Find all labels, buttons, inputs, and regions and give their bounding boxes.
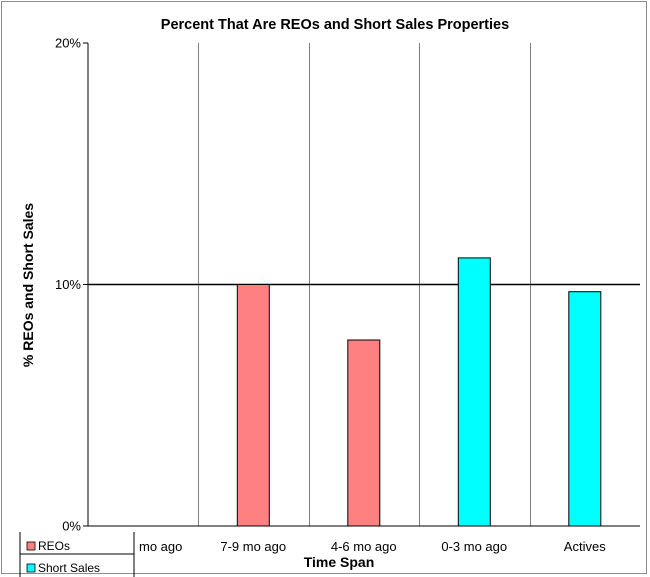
y-tick-label: 10% [55,277,81,292]
x-axis-title: Time Span [304,554,375,570]
legend-label-short-sales: Short Sales [38,561,100,575]
bar-reos-1 [236,284,270,527]
legend: REOs Short Sales [19,532,135,577]
bars [236,257,602,527]
gridlines [88,43,640,526]
bar-short-sales-4 [568,291,602,527]
chart-title: Percent That Are REOs and Short Sales Pr… [161,17,509,33]
x-tick-label: mo ago [139,539,182,554]
x-tick-label: Actives [564,539,606,554]
bar-reos-2 [347,339,381,527]
x-tick-labels: mo ago 7-9 mo ago 4-6 mo ago 0-3 mo ago Acti… [139,539,606,554]
x-tick-label: 4-6 mo ago [331,539,397,554]
x-tick-label: 7-9 mo ago [220,539,286,554]
legend-label-reos: REOs [38,539,70,553]
y-tick-labels: 0% 10% 20% [55,36,88,534]
legend-swatch-reos [26,541,36,551]
legend-swatch-short-sales [26,563,36,573]
x-tick-label: 0-3 mo ago [441,539,507,554]
bar-short-sales-3 [457,257,491,527]
y-tick-label: 0% [62,519,81,534]
y-axis-title: % REOs and Short Sales [20,203,36,367]
y-tick-label: 20% [55,36,81,51]
